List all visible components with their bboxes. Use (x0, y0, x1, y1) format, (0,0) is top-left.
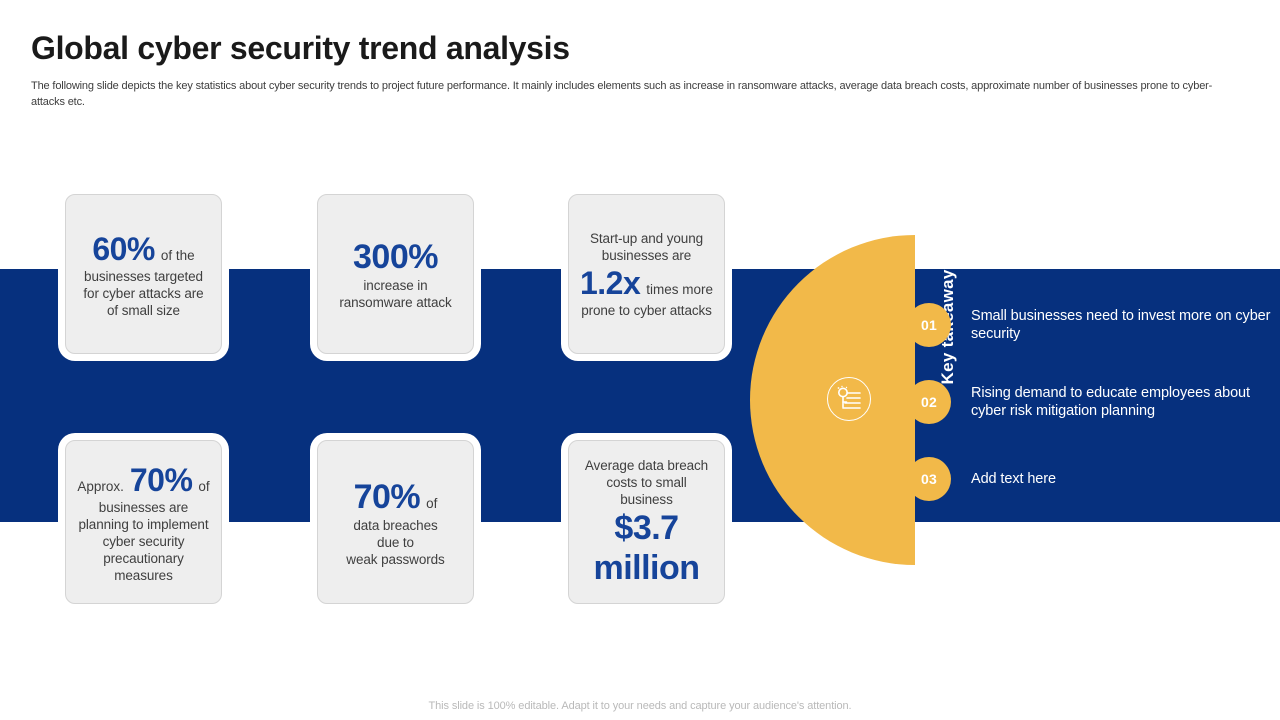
stat-card-300-percent: 300% increase in ransomware attack (317, 194, 474, 354)
stat-suffix: of the (160, 247, 195, 263)
page-title: Global cyber security trend analysis (31, 30, 570, 66)
card-text-line: costs to small business (606, 474, 687, 507)
stat-suffix: times more (646, 281, 714, 297)
stat-value: $3.7 (614, 508, 679, 547)
stat-line: Approx. 70% of (77, 461, 209, 499)
takeaway-badge-03: 03 (907, 457, 951, 501)
stat-card-3-7-million: Average data breach costs to small busin… (568, 440, 725, 604)
key-checklist-icon (827, 377, 871, 421)
takeaway-text-02: Rising demand to educate employees about… (971, 384, 1250, 420)
card-text-line: cyber security (102, 533, 185, 549)
takeaway-item-03[interactable]: 03 Add text here (907, 457, 1056, 501)
takeaway-text-03: Add text here (971, 470, 1056, 487)
card-text-line: increase in (363, 278, 428, 293)
card-text-line: Average data breach (584, 457, 709, 473)
stat-card-70-percent-breaches: 70% of data breaches due to weak passwor… (317, 440, 474, 604)
stat-line: 60% of the (92, 230, 194, 268)
stat-line: 1.2x times more (580, 264, 713, 302)
stat-value: 70% (353, 477, 421, 516)
stat-value: 70% (129, 461, 193, 498)
stat-card-70-percent-planning: Approx. 70% of businesses are planning t… (65, 440, 222, 604)
page-subtitle: The following slide depicts the key stat… (31, 80, 1213, 108)
card-text-line: businesses are (98, 499, 189, 515)
card-text-line: prone to cyber attacks (581, 302, 712, 318)
takeaway-badge-02: 02 (907, 380, 951, 424)
stat-value: 60% (92, 230, 155, 267)
card-text-line: planning to implement (78, 516, 209, 532)
stat-value-continued: million (593, 548, 700, 587)
stat-value: 1.2x (579, 264, 641, 301)
card-text-line: of small size (107, 302, 180, 318)
stat-prefix: Approx. (77, 478, 124, 494)
footer-note: This slide is 100% editable. Adapt it to… (428, 700, 852, 712)
card-text-line: businesses are (601, 247, 692, 263)
stat-suffix: of (426, 495, 438, 511)
card-text-line: data breaches (353, 517, 438, 533)
takeaway-badge-01: 01 (907, 303, 951, 347)
card-text-line: businesses targeted (84, 268, 203, 284)
card-text-line: due to (377, 534, 414, 550)
takeaway-item-01[interactable]: 01 Small businesses need to invest more … (907, 303, 1271, 347)
stat-value: 300% (353, 238, 438, 276)
stat-suffix: of (198, 478, 210, 494)
card-text-line: Start-up and young (589, 230, 704, 246)
card-text-line: ransomware attack (339, 295, 452, 310)
stat-card-1-2x: Start-up and young businesses are 1.2x t… (568, 194, 725, 354)
stat-line: 70% of (354, 477, 438, 517)
takeaway-item-02[interactable]: 02 Rising demand to educate employees ab… (907, 380, 1271, 424)
takeaway-text-01: Small businesses need to invest more on … (971, 307, 1271, 343)
stat-card-60-percent: 60% of the businesses targeted for cyber… (65, 194, 222, 354)
card-text-line: for cyber attacks are (83, 285, 204, 301)
card-text-line: weak passwords (346, 551, 445, 567)
card-text-line: precautionary measures (103, 550, 184, 583)
